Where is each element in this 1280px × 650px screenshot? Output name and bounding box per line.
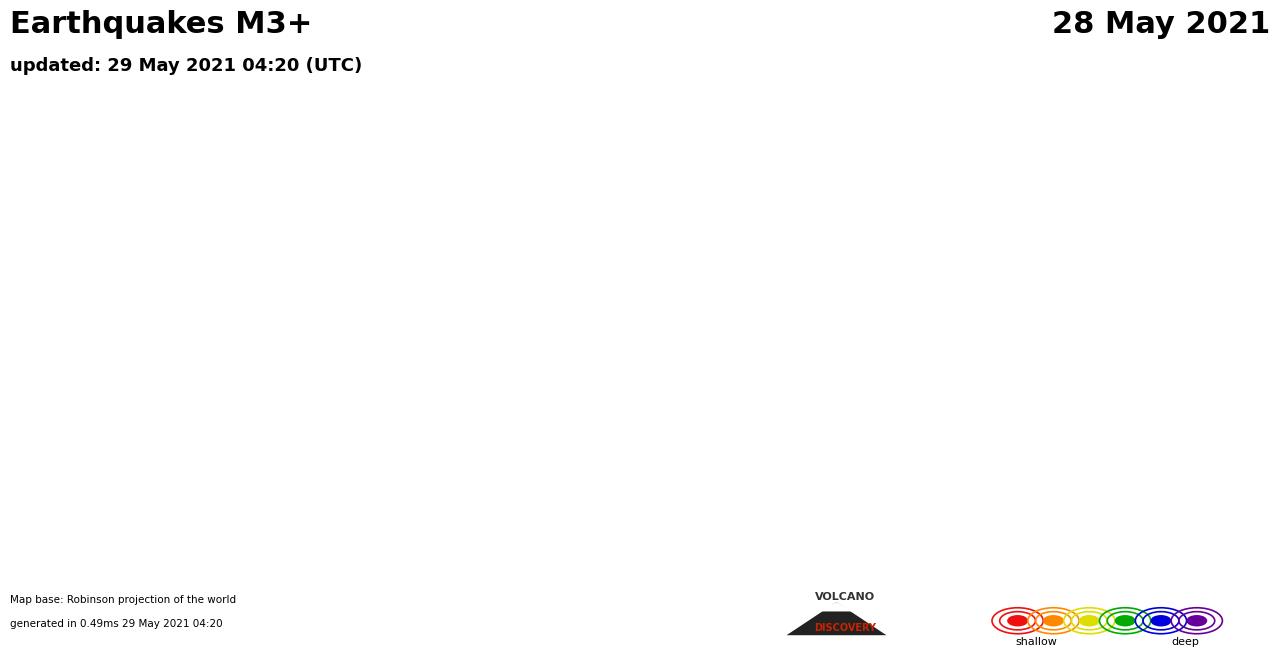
- Text: 28 May 2021: 28 May 2021: [1051, 10, 1270, 39]
- Polygon shape: [819, 602, 854, 612]
- Text: Map base: Robinson projection of the world: Map base: Robinson projection of the wor…: [10, 595, 237, 604]
- Text: shallow: shallow: [1015, 637, 1057, 647]
- Text: generated in 0.49ms 29 May 2021 04:20: generated in 0.49ms 29 May 2021 04:20: [10, 619, 223, 629]
- Text: Earthquakes M3+: Earthquakes M3+: [10, 10, 312, 39]
- Polygon shape: [786, 602, 886, 635]
- Text: DISCOVERY: DISCOVERY: [814, 623, 876, 633]
- Text: updated: 29 May 2021 04:20 (UTC): updated: 29 May 2021 04:20 (UTC): [10, 57, 362, 75]
- Text: VOLCANO: VOLCANO: [815, 592, 874, 601]
- Text: deep: deep: [1171, 637, 1199, 647]
